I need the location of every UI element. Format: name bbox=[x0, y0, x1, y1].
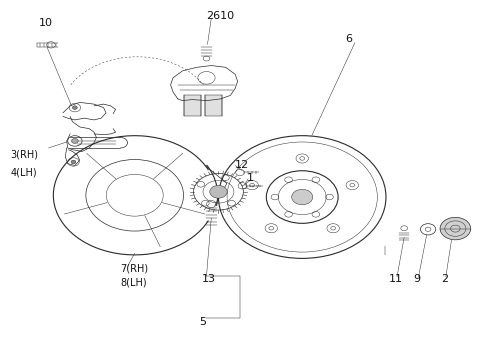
Text: 13: 13 bbox=[202, 275, 216, 284]
Text: 2: 2 bbox=[441, 275, 448, 284]
Text: 10: 10 bbox=[39, 19, 53, 29]
Text: 3(RH): 3(RH) bbox=[10, 150, 38, 160]
Text: 12: 12 bbox=[235, 161, 249, 170]
Text: 1: 1 bbox=[247, 173, 254, 183]
Text: 11: 11 bbox=[388, 275, 402, 284]
Circle shape bbox=[210, 186, 227, 198]
Text: 9: 9 bbox=[413, 275, 420, 284]
Text: 4(LH): 4(LH) bbox=[10, 168, 37, 177]
Bar bbox=[205, 95, 222, 117]
Circle shape bbox=[72, 138, 78, 143]
Circle shape bbox=[440, 218, 471, 240]
Text: 8(LH): 8(LH) bbox=[120, 278, 147, 288]
Text: 2610: 2610 bbox=[206, 12, 235, 21]
Text: 6: 6 bbox=[345, 34, 352, 44]
Text: 7(RH): 7(RH) bbox=[120, 264, 148, 274]
Circle shape bbox=[72, 106, 77, 109]
Circle shape bbox=[71, 160, 76, 164]
Text: 5: 5 bbox=[199, 316, 206, 327]
Circle shape bbox=[292, 189, 313, 205]
Bar bbox=[183, 95, 201, 117]
